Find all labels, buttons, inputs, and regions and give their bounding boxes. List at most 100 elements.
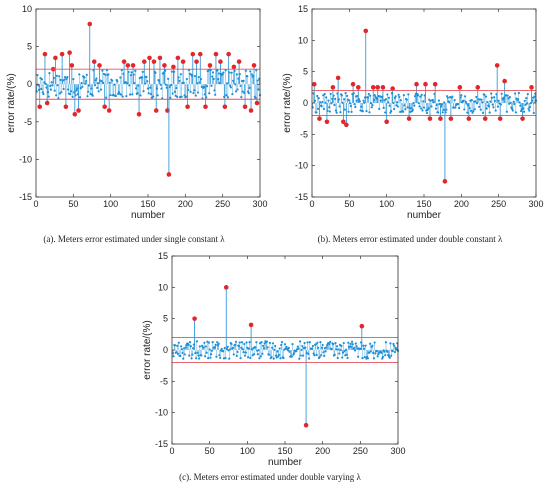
panel-c-inlier-point [314, 343, 317, 346]
panel-c-inlier-point [260, 340, 263, 344]
panel-a-outlier-point [175, 55, 181, 61]
panel-b-inlier-point [500, 92, 503, 95]
panel-c-inlier-point [390, 354, 393, 357]
panel-c-inlier-point [175, 351, 178, 354]
panel-a-inlier-point [87, 90, 90, 93]
panel-a-inlier-point [193, 75, 197, 78]
panel-a-inlier-point [170, 84, 173, 87]
panel-b-inlier-point [512, 100, 515, 104]
panel-a-outlier-point [130, 63, 136, 68]
panel-b-inlier-point [528, 105, 532, 109]
panel-b-inlier-point [421, 109, 424, 112]
panel-c-inlier-point [303, 341, 306, 345]
panel-c-inlier-point [239, 357, 242, 360]
panel-c-inlier-point [336, 356, 339, 360]
panel-c-inlier-point [234, 340, 238, 343]
panel-c-inlier-point [355, 345, 358, 348]
panel-c-inlier-point [283, 343, 287, 346]
panel-a-inlier-point [212, 77, 215, 81]
panel-a-inlier-point [53, 89, 56, 92]
panel-a-outlier-point [226, 51, 231, 57]
panel-b-inlier-point [523, 99, 526, 102]
panel-a-inlier-point [93, 84, 97, 87]
panel-c-inlier-point [207, 341, 211, 344]
panel-a-inlier-point [71, 95, 74, 98]
panel-a-inlier-point [104, 73, 107, 76]
panel-b-inlier-point [398, 95, 401, 99]
panel-b-caption: (b). Meters error estimated under double… [318, 234, 503, 244]
panel-b-inlier-point [454, 106, 457, 109]
panel-a-inlier-point [189, 90, 192, 93]
panel-a-y-axis-label: error rate/(%) [6, 73, 17, 132]
panel-b-inlier-point [463, 95, 467, 98]
panel-c-x-tick-label: 300 [390, 446, 405, 456]
panel-b-inlier-point [441, 111, 444, 114]
panel-c-inlier-point [381, 355, 385, 359]
panel-b-outlier-point [375, 85, 381, 90]
panel-b-inlier-point [484, 95, 488, 98]
panel-c-inlier-point [297, 347, 300, 350]
panel-b-inlier-point [404, 108, 407, 111]
panel-b-outlier-point [466, 116, 472, 121]
panel-a-inlier-point [240, 95, 243, 99]
panel-b-outlier-point [341, 119, 346, 125]
panel-c-y-tick-label: -15 [155, 439, 168, 449]
panel-b-outlier-point [475, 85, 481, 90]
panel-c-inlier-point [244, 351, 247, 354]
panel-c-inlier-point [190, 357, 193, 360]
panel-a-inlier-point [125, 95, 128, 98]
panel-b-inlier-point [335, 111, 338, 114]
panel-a-y-tick-label: 5 [27, 42, 32, 52]
panel-a-inlier-point [231, 93, 234, 96]
panel-c-inlier-point [243, 342, 246, 346]
panel-b-x-tick-label: 150 [416, 199, 431, 209]
panel-a-inlier-point [78, 96, 82, 99]
panel-c-inlier-point [195, 357, 198, 360]
panel-b-outlier-point [363, 28, 369, 34]
panel-c-inlier-point [393, 344, 396, 347]
panel-a-inlier-point [69, 93, 72, 96]
panel-c-inlier-point [384, 341, 388, 344]
panel-a-outlier-point [141, 59, 147, 64]
panel-c-inlier-point [210, 349, 214, 352]
panel-a-inlier-point [235, 73, 238, 76]
panel-c-inlier-point [223, 346, 226, 350]
panel-b-inlier-point [431, 98, 435, 102]
panel-a-inlier-point [64, 76, 67, 79]
panel-c-inlier-point [290, 355, 293, 358]
panel-a-inlier-point [222, 71, 225, 74]
panel-c-inlier-point [321, 343, 324, 347]
panel-b-x-tick-label: 300 [528, 199, 543, 209]
panel-b-inlier-point [411, 108, 414, 111]
panel-c-inlier-point [204, 345, 207, 348]
panel-c-inlier-point [245, 341, 248, 344]
panel-c-inlier-point [298, 357, 301, 360]
panel-a-outlier-point [254, 100, 260, 106]
panel-c-inlier-point [292, 352, 296, 355]
panel-a-inlier-point [48, 72, 51, 75]
panel-a-inlier-point [39, 76, 42, 80]
panel-c-inlier-point [182, 357, 185, 360]
panel-b-inlier-point [322, 107, 326, 111]
panel-c-inlier-point [335, 345, 339, 348]
panel-c-inlier-point [268, 341, 272, 345]
panel-c-inlier-point [296, 345, 299, 348]
panel-b-outlier-point [432, 81, 438, 87]
panel-b-inlier-point [419, 95, 422, 98]
panel-c-inlier-point [349, 342, 352, 345]
panel-a-inlier-point [254, 97, 257, 100]
panel-c-inlier-point [301, 344, 304, 348]
panel-c-inlier-point [173, 344, 177, 347]
panel-b-outlier-point [317, 116, 322, 121]
panel-a-inlier-point [130, 71, 133, 74]
panel-b-inlier-point [378, 107, 381, 111]
panel-b-outlier-point [520, 116, 525, 121]
panel-a-inlier-point [194, 94, 197, 97]
panel-a-inlier-point [50, 81, 53, 84]
panel-c-inlier-point [209, 356, 212, 359]
panel-a-x-tick-label: 300 [252, 199, 267, 209]
panel-c-inlier-point [203, 341, 206, 344]
panel-c-inlier-point [242, 351, 245, 354]
panel-b-inlier-point [350, 110, 353, 113]
panel-b-inlier-point [393, 107, 396, 111]
